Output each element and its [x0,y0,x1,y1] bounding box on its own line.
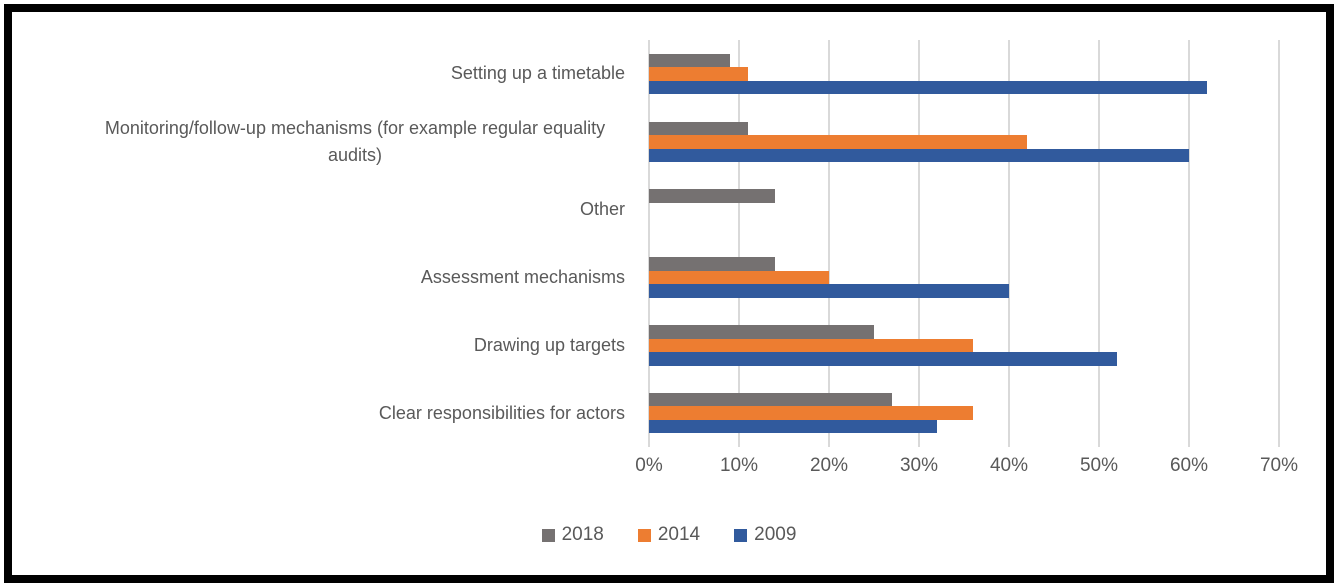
category-label: Drawing up targets [85,311,625,379]
x-tick-label: 30% [899,455,939,476]
category-label-text: Setting up a timetable [450,63,625,84]
gridline [918,40,920,447]
value-axis: 0% 10% 20% 30% 40% 50% 60% 70% [0,455,1338,485]
bar-2018 [649,257,775,271]
gridline [1098,40,1100,447]
bar-2018 [649,189,775,203]
bar-2009 [649,80,1207,95]
x-tick-label: 70% [1259,455,1299,476]
bar-2014 [649,338,973,352]
x-tick-label: 40% [989,455,1029,476]
category-label: Clear responsibilities for actors [85,379,625,447]
category-label: Assessment mechanisms [85,244,625,312]
bar-2009 [649,419,937,434]
gridline [1008,40,1010,447]
bar-2018 [649,53,730,68]
legend-item-2014: 2014 [637,524,701,546]
legend-item-2018: 2018 [541,524,604,546]
category-label: Monitoring/follow-up mechanisms (for exa… [85,108,625,176]
bar-2009 [649,284,1009,298]
bar-2018 [649,392,892,407]
legend-label: 2018 [561,524,604,545]
x-tick-label: 10% [719,455,759,476]
plot-area [648,40,1280,447]
category-label-text: Monitoring/follow-up mechanisms (for exa… [104,117,606,165]
bar-2014 [649,270,829,285]
legend-swatch-icon [541,528,555,542]
category-axis: Setting up a timetable Monitoring/follow-… [85,40,625,447]
legend-label: 2009 [754,524,797,545]
legend: 2018 2014 2009 [0,524,1338,546]
legend-item-2009: 2009 [734,524,796,546]
bar-2018 [649,325,874,339]
bar-2014 [649,135,1027,149]
x-tick-label: 50% [1079,455,1119,476]
bar-2014 [649,67,748,81]
legend-label: 2014 [657,524,701,545]
bar-2018 [649,121,748,135]
legend-swatch-icon [637,528,651,542]
bar-2009 [649,352,1117,366]
category-label-text: Other [579,199,625,220]
x-tick-label: 60% [1169,455,1209,476]
category-label: Setting up a timetable [85,40,625,108]
category-label-text: Clear responsibilities for actors [378,402,625,423]
category-label-text: Assessment mechanisms [420,266,625,287]
gridline [738,40,740,447]
category-label: Other [85,176,625,244]
gridline [1188,40,1190,447]
gridline [828,40,830,447]
x-tick-label: 0% [635,455,663,476]
x-tick-label: 20% [809,455,849,476]
category-label-text: Drawing up targets [473,334,625,355]
bar-2009 [649,148,1189,162]
gridline [648,40,650,447]
bar-2014 [649,406,973,420]
legend-swatch-icon [734,528,748,542]
gridline [1278,40,1280,447]
